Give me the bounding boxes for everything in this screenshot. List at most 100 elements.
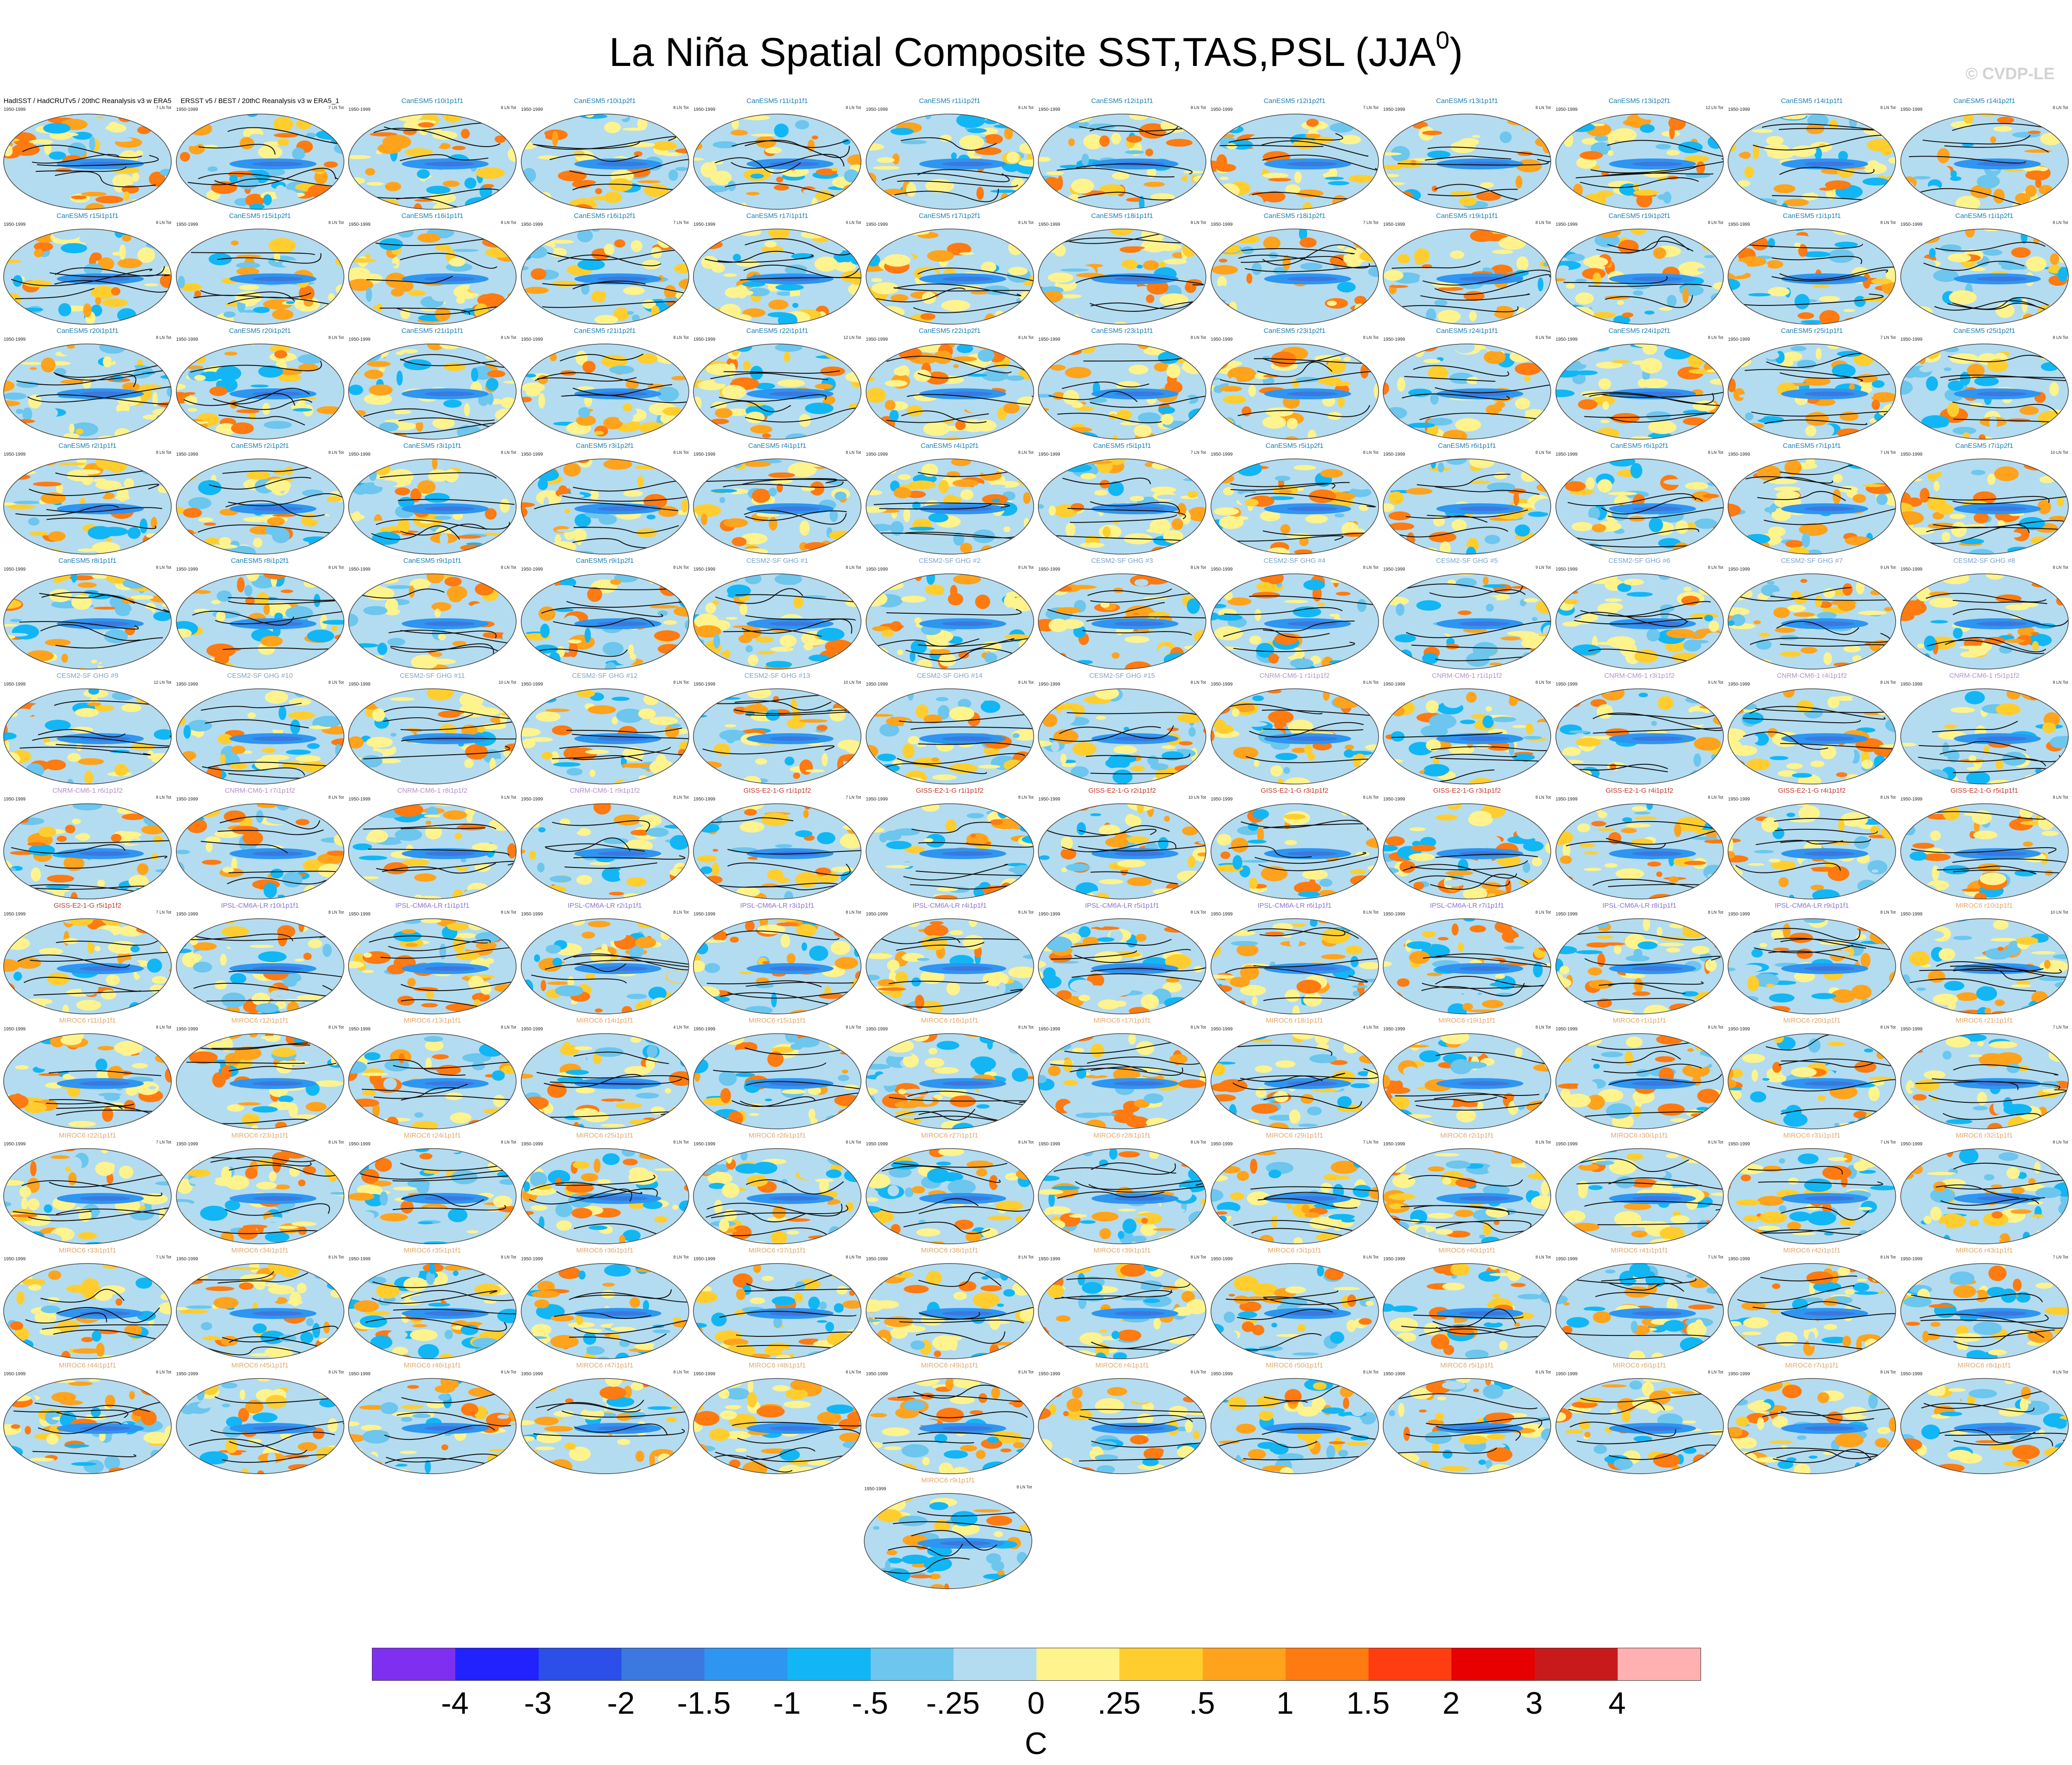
anomaly-patch [1112, 172, 1129, 180]
anomaly-patch [530, 268, 546, 280]
anomaly-patch [1739, 394, 1760, 398]
anomaly-patch [382, 135, 411, 149]
anomaly-patch [841, 583, 848, 594]
anomaly-patch [1065, 523, 1076, 537]
anomaly-patch [239, 284, 259, 290]
anomaly-patch [805, 403, 834, 414]
anomaly-patch [1356, 459, 1370, 465]
anomaly-patch [1216, 163, 1236, 172]
anomaly-patch [832, 461, 843, 472]
anomaly-patch [349, 155, 371, 159]
anomaly-patch [2041, 546, 2058, 554]
panel-period: 1950-1999 [1210, 452, 1233, 457]
anomaly-patch [537, 155, 559, 160]
anomaly-patch [1183, 170, 1204, 174]
map-border [865, 114, 1034, 210]
anomaly-patch [549, 541, 577, 553]
anomaly-patch [1038, 120, 1050, 128]
anomaly-patch [1477, 375, 1494, 389]
anomaly-patch [1210, 426, 1224, 434]
anomaly-patch [866, 116, 881, 125]
anomaly-patch [1994, 466, 2019, 481]
anomaly-patch [711, 160, 724, 165]
panel-event-count: 7 LN Tot [1880, 450, 1896, 455]
anomaly-patch [1480, 493, 1500, 503]
anomaly-patch [629, 653, 636, 660]
anomaly-patch [481, 709, 488, 714]
anomaly-patch [1534, 652, 1551, 664]
anomaly-patch [1713, 418, 1723, 425]
anomaly-patch [1728, 192, 1734, 196]
anomaly-patch [831, 240, 844, 255]
anomaly-patch [1537, 316, 1551, 324]
anomaly-patch [1920, 133, 1943, 142]
anomaly-patch [1555, 541, 1564, 551]
anomaly-patch [1936, 166, 1951, 178]
map-panel: CanESM5 r25i1p1f1 1950-1999 7 LN Tot [1726, 327, 1898, 441]
psl-contour [16, 374, 136, 387]
anomaly-patch [387, 585, 412, 589]
panel-title: CanESM5 r22i1p1f1 [746, 327, 808, 335]
panel-event-count: 8 LN Tot [501, 450, 516, 455]
anomaly-patch [883, 189, 905, 196]
anomaly-patch [1710, 197, 1723, 209]
anomaly-patch [1151, 486, 1177, 493]
anomaly-patch [190, 114, 216, 122]
anomaly-patch [19, 574, 48, 577]
anomaly-patch [622, 403, 632, 412]
anomaly-patch [1575, 278, 1587, 283]
anomaly-patch [1396, 603, 1405, 616]
anomaly-patch [1218, 516, 1243, 529]
anomaly-patch [893, 487, 911, 499]
anomaly-patch [370, 431, 393, 439]
anomaly-patch [376, 575, 399, 584]
panel-event-count: 8 LN Tot [328, 450, 344, 455]
anomaly-patch [2057, 267, 2068, 282]
anomaly-patch [512, 661, 516, 669]
anomaly-patch [1482, 596, 1497, 602]
anomaly-patch [1968, 645, 1988, 656]
anomaly-patch [108, 756, 129, 759]
psl-contour [1590, 158, 1723, 174]
anomaly-patch [693, 114, 706, 126]
anomaly-patch [1839, 486, 1858, 493]
anomaly-patch [1010, 574, 1031, 576]
psl-contour [1401, 305, 1519, 312]
panel-event-count: 12 LN Tot [1706, 105, 1723, 110]
anomaly-patch [1555, 230, 1574, 234]
panel-period: 1950-1999 [1210, 682, 1233, 687]
anomaly-patch [1941, 532, 1950, 542]
anomaly-patch [1773, 607, 1790, 618]
anomaly-patch [1483, 576, 1489, 585]
anomaly-patch [900, 140, 927, 144]
anomaly-patch [799, 759, 813, 775]
anomaly-patch [137, 126, 151, 134]
anomaly-patch [1622, 312, 1633, 318]
anomaly-patch [483, 664, 495, 669]
anomaly-patch [1200, 206, 1206, 209]
anomaly-patch [1383, 365, 1387, 379]
anomaly-patch [1197, 116, 1206, 122]
anomaly-patch [1864, 464, 1883, 468]
anomaly-patch [367, 361, 391, 367]
map-panel: CanESM5 r16i1p1f1 1950-1999 8 LN Tot [347, 212, 518, 326]
anomaly-patch [557, 170, 587, 181]
anomaly-patch [532, 425, 541, 431]
anomaly-patch [293, 435, 320, 439]
anomaly-patch [258, 145, 283, 159]
anomaly-patch [1602, 401, 1609, 410]
anomaly-patch [1563, 599, 1579, 605]
panel-period: 1950-1999 [4, 682, 26, 687]
cold-tongue-core [1287, 392, 1337, 396]
anomaly-patch [1768, 287, 1790, 296]
anomaly-patch [1252, 695, 1264, 701]
anomaly-patch [358, 667, 384, 669]
anomaly-patch [333, 234, 344, 245]
composite-map [865, 458, 1034, 555]
anomaly-patch [633, 151, 643, 157]
psl-contour [1057, 168, 1175, 178]
anomaly-patch [352, 511, 361, 522]
anomaly-patch [1383, 174, 1399, 178]
map-panel: CESM2-SF GHG #3 1950-1999 8 LN Tot [1036, 557, 1208, 670]
anomaly-patch [1008, 240, 1023, 256]
